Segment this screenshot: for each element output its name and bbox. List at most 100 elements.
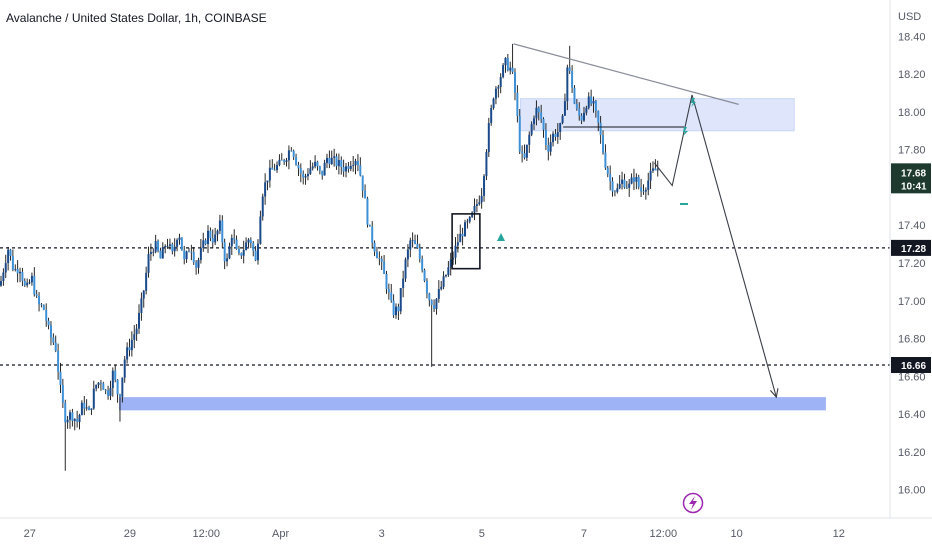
y-tick-7: 17.00 [898, 296, 926, 308]
chart-title: Avalanche / United States Dollar, 1h, CO… [6, 11, 267, 25]
candle-270 [642, 184, 645, 195]
candle-177 [421, 255, 424, 273]
candle-135 [321, 170, 324, 180]
candle-220 [523, 144, 526, 160]
candle-190 [452, 251, 455, 265]
candle-69 [164, 244, 167, 254]
candle-188 [447, 261, 450, 277]
candle-216 [513, 68, 516, 101]
price-badges: 17.28 16.66 17.68 10:41 [891, 163, 931, 373]
events-lightning-icon[interactable] [682, 492, 704, 514]
candle-225 [535, 100, 538, 126]
level-badge-1 [891, 357, 931, 373]
up-triangle-icon [497, 233, 505, 241]
y-tick-12: 16.00 [898, 485, 926, 497]
candle-156 [371, 221, 374, 249]
candle-241 [573, 85, 576, 105]
candle-66 [157, 239, 160, 253]
x-tick-8: 10 [731, 528, 743, 540]
candle-95 [226, 253, 229, 267]
candle-200 [475, 199, 478, 213]
candle-150 [356, 154, 359, 172]
candle-0 [0, 275, 2, 287]
candle-142 [337, 153, 340, 175]
candle-4 [9, 248, 12, 261]
candle-243 [578, 102, 581, 121]
candle-223 [530, 121, 533, 137]
candle-78 [185, 250, 188, 263]
horizontal-levels [0, 247, 890, 366]
candle-154 [366, 196, 369, 228]
candle-63 [149, 243, 152, 261]
time-axis[interactable]: 27 29 12:00 Apr 3 5 7 12:00 10 12 [0, 517, 932, 550]
current-price-label: 17.68 [901, 168, 926, 179]
candle-263 [625, 180, 628, 190]
candle-202 [480, 188, 483, 209]
candle-191 [454, 237, 457, 265]
current-price-badge [891, 163, 931, 194]
candle-197 [468, 216, 471, 224]
candle-193 [459, 224, 462, 243]
x-tick-5: 5 [479, 528, 485, 540]
candle-131 [311, 162, 314, 171]
y-tick-5: 17.40 [898, 220, 926, 232]
candle-19 [45, 303, 48, 327]
candle-61 [145, 266, 148, 295]
candle-52 [123, 355, 126, 383]
x-tick-0: 27 [24, 528, 36, 540]
candle-130 [309, 160, 312, 175]
candle-47 [111, 367, 114, 397]
candle-42 [99, 379, 102, 391]
candle-116 [276, 161, 279, 173]
candle-171 [406, 244, 409, 268]
candle-252 [599, 115, 602, 144]
candle-219 [521, 145, 524, 163]
candle-24 [57, 343, 60, 380]
candle-49 [116, 379, 119, 403]
candle-151 [359, 157, 362, 177]
candle-105 [249, 237, 252, 249]
candle-22 [52, 333, 55, 346]
candle-173 [411, 232, 414, 248]
candle-91 [216, 229, 219, 242]
bar-countdown-label: 10:41 [901, 181, 927, 192]
candle-247 [587, 92, 590, 110]
candle-167 [397, 303, 400, 321]
candle-214 [509, 61, 512, 75]
highlight-box [451, 213, 481, 270]
candle-31 [73, 418, 76, 431]
candle-18 [42, 304, 45, 311]
candle-267 [635, 173, 638, 190]
candle-160 [380, 255, 383, 271]
candle-218 [518, 108, 521, 154]
candle-189 [449, 252, 452, 276]
candle-245 [582, 106, 585, 122]
candle-5 [11, 249, 14, 272]
candle-16 [38, 292, 41, 312]
candle-51 [121, 377, 124, 403]
candle-185 [440, 280, 443, 291]
candle-36 [85, 399, 88, 411]
candle-136 [323, 159, 326, 176]
candle-265 [630, 173, 633, 185]
candle-176 [418, 243, 421, 263]
candle-259 [616, 183, 619, 194]
supply-zone [520, 98, 795, 132]
candle-183 [435, 298, 438, 315]
candle-226 [537, 106, 540, 121]
candle-272 [647, 172, 650, 196]
candle-113 [268, 159, 271, 188]
candle-75 [178, 233, 181, 245]
candle-50 [118, 393, 121, 422]
price-axis[interactable]: USD 18.4018.2018.0017.8017.6017.4017.201… [889, 0, 932, 518]
candle-11 [26, 278, 29, 288]
candle-224 [533, 115, 536, 131]
candle-7 [16, 260, 19, 283]
flag-marker-icon-top [691, 98, 696, 107]
candle-157 [373, 240, 376, 257]
candle-257 [611, 177, 614, 197]
candle-207 [492, 97, 495, 110]
candle-103 [245, 237, 248, 251]
candle-12 [28, 279, 31, 285]
